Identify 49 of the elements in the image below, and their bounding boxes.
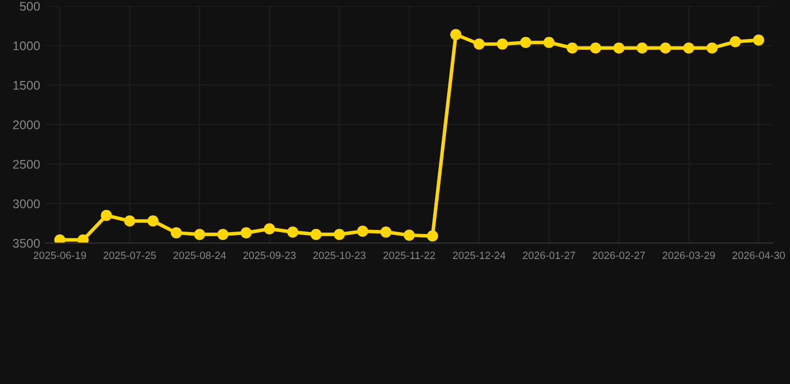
point (426, 230, 438, 242)
point (147, 215, 159, 227)
x-tick-label: 2026-01-27 (522, 252, 576, 260)
point (683, 42, 694, 54)
point (334, 228, 345, 240)
point (450, 29, 462, 40)
point (730, 36, 741, 48)
y-tick-label: 1500 (13, 80, 40, 90)
point (753, 34, 764, 46)
point (404, 230, 415, 241)
point (543, 36, 555, 48)
y-tick-label: 1000 (13, 41, 40, 50)
y-tick-label: 2500 (13, 160, 40, 169)
x-tick-label: 2025-06-19 (34, 252, 86, 260)
x-tick-label: 2025-07-25 (104, 252, 156, 260)
y-tick-label: 3000 (12, 199, 40, 208)
x-tick-label: 2026-02-27 (592, 252, 645, 260)
x-tick-label: 2025-09-23 (243, 252, 296, 260)
point (100, 210, 112, 221)
point (566, 42, 578, 54)
x-tick-label: 2026-03-29 (662, 252, 715, 260)
x-tick-label: 2026-04-30 (732, 252, 785, 260)
point (240, 227, 252, 238)
point (636, 42, 648, 54)
point (357, 226, 368, 237)
point (124, 215, 136, 227)
x-tick-label: 2025-08-24 (173, 252, 226, 260)
y-tick-label: 3500 (12, 238, 40, 248)
point (590, 42, 602, 54)
point (217, 228, 228, 240)
point (310, 228, 322, 240)
point (706, 42, 718, 54)
x-tick-label: 2025-10-23 (313, 252, 366, 260)
x-tick-label: 2025-12-24 (452, 252, 506, 260)
x-tick-label: 2025-11-22 (383, 252, 435, 260)
y-tick-label: 500 (20, 2, 40, 11)
point (194, 228, 206, 240)
point (264, 223, 276, 234)
point (613, 42, 624, 54)
point (54, 234, 66, 244)
y-tick-label: 2000 (13, 120, 40, 130)
point (78, 234, 89, 244)
point (474, 38, 485, 50)
point (520, 36, 532, 48)
point (380, 226, 392, 238)
point (287, 226, 298, 238)
point (170, 227, 182, 238)
point (496, 38, 508, 50)
point (660, 42, 672, 54)
